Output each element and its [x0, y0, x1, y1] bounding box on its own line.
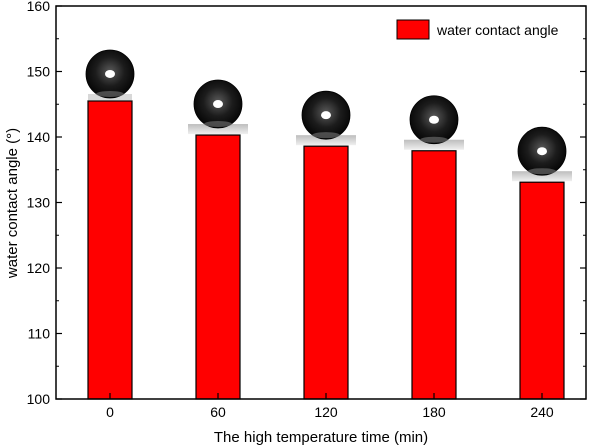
droplet-highlight — [429, 115, 439, 124]
legend-swatch — [396, 19, 430, 40]
x-tick-label: 0 — [106, 404, 114, 420]
x-tick-label: 180 — [422, 404, 446, 420]
droplet-reflection — [96, 90, 124, 97]
droplet-image-60 — [188, 79, 248, 135]
droplet-image-180 — [404, 95, 464, 150]
droplet-highlight — [537, 147, 547, 156]
x-tick-label: 240 — [530, 404, 554, 420]
droplet-image-0 — [85, 49, 135, 100]
bar-180 — [411, 150, 457, 400]
droplets-layer — [85, 49, 572, 182]
substrate — [296, 135, 356, 146]
y-tick-label: 120 — [27, 260, 51, 276]
substrate — [404, 139, 464, 150]
legend: water contact angle — [396, 19, 559, 40]
y-tick-label: 160 — [27, 0, 51, 14]
substrate — [188, 124, 248, 135]
y-tick-label: 150 — [27, 64, 51, 80]
droplet-image-120 — [296, 90, 356, 146]
bars-layer — [87, 100, 565, 400]
substrate — [512, 171, 572, 182]
y-tick-label: 110 — [28, 326, 51, 342]
bar-0 — [87, 100, 133, 400]
droplet-reflection — [528, 168, 556, 175]
y-axis: 100 110 120 130 140 150 160 — [27, 0, 586, 407]
bar-120 — [303, 145, 349, 400]
y-tick-label: 100 — [27, 391, 51, 407]
y-axis-title: water contact angle (°) — [4, 128, 21, 279]
legend-label: water contact angle — [436, 22, 559, 38]
bar-240 — [519, 181, 565, 400]
x-tick-label: 60 — [210, 404, 226, 420]
droplet-image-240 — [512, 126, 572, 182]
droplet-reflection — [420, 136, 448, 143]
x-tick-label: 120 — [314, 404, 338, 420]
y-tick-label: 140 — [27, 129, 51, 145]
droplet-highlight — [321, 111, 331, 120]
droplet-reflection — [204, 121, 232, 128]
x-axis: 0 60 120 180 240 — [106, 393, 554, 420]
x-axis-title: The high temperature time (min) — [214, 429, 428, 446]
y-tick-label: 130 — [27, 195, 51, 211]
droplet-highlight — [213, 100, 223, 109]
droplet-reflection — [312, 132, 340, 139]
bar-60 — [195, 134, 241, 400]
droplet-highlight — [105, 69, 115, 78]
